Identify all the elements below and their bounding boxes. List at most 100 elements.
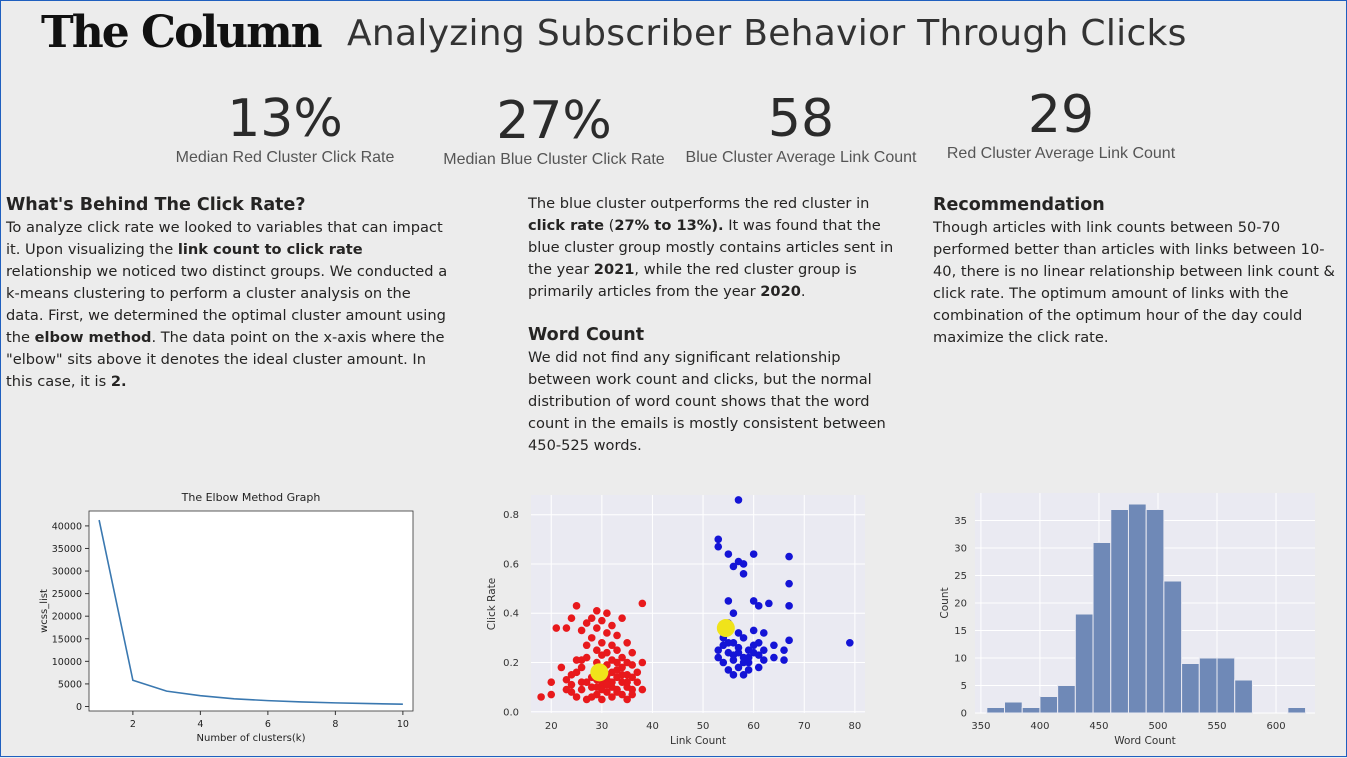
scatter-point xyxy=(613,631,621,640)
histogram-bar xyxy=(1198,657,1218,714)
scatter-point xyxy=(577,685,586,694)
scatter-point xyxy=(785,602,793,610)
section-heading: Recommendation xyxy=(933,195,1105,215)
x-tick-label: 450 xyxy=(1089,721,1108,732)
cluster-section: The blue cluster outperforms the red clu… xyxy=(528,193,898,303)
scatter-point xyxy=(577,626,586,635)
scatter-point xyxy=(613,646,621,654)
scatter-point xyxy=(638,658,647,667)
x-tick-label: 600 xyxy=(1266,721,1285,732)
scatter-point xyxy=(744,658,753,667)
scatter-point xyxy=(628,648,637,657)
chart-title: The Elbow Method Graph xyxy=(181,491,321,504)
scatter-point xyxy=(759,656,768,664)
section-text: We did not find any significant relation… xyxy=(528,349,886,454)
scatter-point xyxy=(714,535,723,544)
scatter-point xyxy=(846,638,854,647)
scatter-point xyxy=(598,638,606,647)
scatter-point xyxy=(608,693,616,701)
scatter-point xyxy=(633,678,642,687)
histogram-bar xyxy=(1145,509,1165,714)
scatter-point xyxy=(603,629,611,637)
plot-area xyxy=(531,495,865,713)
y-tick-label: 40000 xyxy=(52,521,82,532)
section-text: Though articles with link counts between… xyxy=(933,219,1335,346)
scatter-point xyxy=(603,680,611,689)
scatter-point xyxy=(770,653,778,662)
x-tick-label: 500 xyxy=(1148,721,1167,732)
x-tick-label: 8 xyxy=(332,719,338,730)
scatter-point xyxy=(608,621,616,630)
kpi-red-click-rate: 13% Median Red Cluster Click Rate xyxy=(169,89,401,167)
x-tick-label: 550 xyxy=(1207,721,1226,732)
x-tick-label: 40 xyxy=(646,721,659,732)
scatter-point xyxy=(613,688,621,696)
histogram-bar xyxy=(1039,696,1059,714)
y-axis-label: Click Rate xyxy=(486,578,498,630)
section-text: The blue cluster outperforms the red clu… xyxy=(528,195,894,300)
x-tick-label: 60 xyxy=(747,721,760,732)
scatter-point xyxy=(623,638,631,647)
scatter-point xyxy=(754,663,763,672)
histogram-bar xyxy=(1127,503,1147,714)
x-tick-label: 70 xyxy=(798,721,811,732)
scatter-point xyxy=(608,641,616,650)
scatter-point xyxy=(770,641,778,650)
kpi-label: Median Blue Cluster Click Rate xyxy=(443,151,665,168)
scatter-point xyxy=(613,658,621,667)
section-text: To analyze click rate we looked to varia… xyxy=(6,219,448,390)
scatter-point xyxy=(739,570,748,578)
y-tick-label: 5000 xyxy=(58,679,82,690)
y-tick-label: 35000 xyxy=(52,544,82,555)
y-tick-label: 30000 xyxy=(52,567,82,578)
word-count-section: Word Count We did not find any significa… xyxy=(528,323,890,457)
scatter-point xyxy=(729,609,738,618)
histogram-bar xyxy=(1110,509,1129,714)
kpi-value: 29 xyxy=(1027,85,1095,145)
kpi-label: Median Red Cluster Click Rate xyxy=(175,149,395,166)
scatter-point xyxy=(577,656,586,664)
x-tick-label: 400 xyxy=(1030,721,1049,732)
x-tick-label: 350 xyxy=(971,721,990,732)
kpi-blue-click-rate: 27% Median Blue Cluster Click Rate xyxy=(439,91,669,169)
scatter-point xyxy=(724,638,733,647)
x-axis-label: Word Count xyxy=(1114,735,1176,747)
scatter-point xyxy=(598,616,606,625)
scatter-point xyxy=(562,624,571,632)
histogram-bar xyxy=(1181,663,1200,714)
word-count-histogram: 350 400 450 500 550 600 0 5 10 15 20 25 30 35 Word Cou… xyxy=(939,493,1315,747)
scatter-point xyxy=(623,695,631,704)
scatter-point xyxy=(587,634,596,642)
scatter-point xyxy=(734,496,743,504)
scatter-point xyxy=(785,636,793,645)
histogram-bar xyxy=(1234,679,1253,714)
x-tick-label: 2 xyxy=(130,719,136,730)
scatter-point xyxy=(739,560,748,568)
y-tick-label: 0.6 xyxy=(503,559,519,570)
histogram-bar xyxy=(1004,701,1023,714)
scatter-point xyxy=(567,680,576,689)
y-tick-label: 0 xyxy=(76,702,82,713)
kpi-value: 58 xyxy=(767,89,835,149)
scatter-point xyxy=(749,550,758,558)
y-tick-label: 15 xyxy=(954,626,967,637)
scatter-point xyxy=(724,550,733,558)
histogram-bar xyxy=(1074,613,1094,714)
scatter-point xyxy=(739,671,748,679)
scatter-point xyxy=(603,609,611,618)
y-tick-label: 0.2 xyxy=(503,658,519,669)
cluster-centroid xyxy=(590,663,609,682)
x-axis-label: Number of clusters(k) xyxy=(197,733,306,744)
histogram-bar xyxy=(1163,580,1183,714)
y-tick-label: 25 xyxy=(954,571,967,582)
scatter-point xyxy=(780,656,788,664)
y-axis-label: Count xyxy=(939,587,951,618)
scatter-point xyxy=(754,651,763,659)
scatter-point xyxy=(759,629,768,637)
y-tick-label: 15000 xyxy=(52,634,82,645)
scatter-point xyxy=(734,629,743,637)
scatter-point xyxy=(724,666,733,674)
x-tick-label: 20 xyxy=(545,721,558,732)
scatter-point xyxy=(547,690,556,699)
y-tick-label: 35 xyxy=(954,516,967,527)
